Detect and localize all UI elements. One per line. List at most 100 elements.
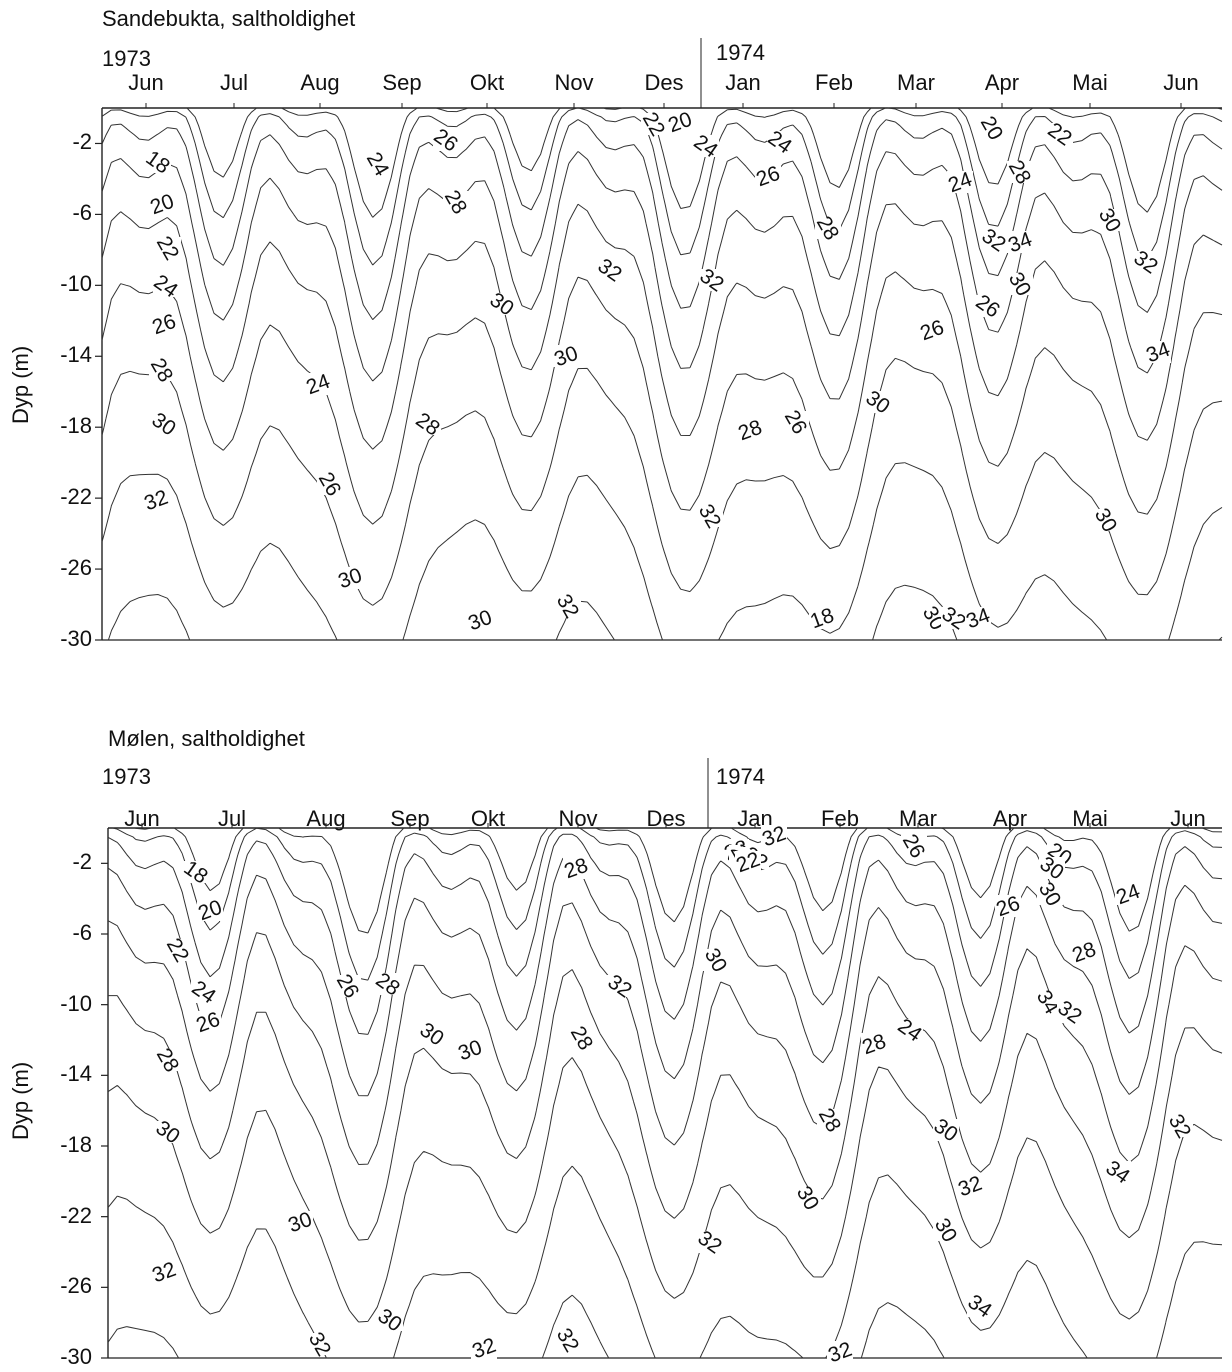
molen-chart: Mølen, saltholdighet 1973 1974 Dyp (m) J… — [0, 718, 1232, 1372]
contour-line-20 — [101, 107, 1223, 266]
contour-label-background — [151, 313, 177, 335]
contour-label-background — [197, 899, 223, 921]
y-tick-label: -18 — [60, 1132, 92, 1157]
contour-label-background — [183, 861, 209, 883]
contour-label-background — [191, 981, 217, 1003]
contour-label-background — [901, 835, 927, 857]
contour-line-30 — [101, 357, 1223, 606]
contour-label-background — [337, 567, 363, 589]
contour-label-background — [165, 939, 191, 961]
month-tick-label: Mar — [897, 70, 935, 95]
month-tick-label: Okt — [469, 70, 505, 95]
y-tick-label: -10 — [60, 990, 92, 1016]
contour-label-background — [317, 473, 343, 495]
sandebukta-chart: Sandebukta, saltholdighet 1973 1974 Dyp … — [0, 0, 1232, 660]
contour-label-background — [335, 975, 361, 997]
contour-label-background — [783, 411, 809, 433]
contour-label-background — [377, 1309, 403, 1331]
contour-line-28 — [108, 969, 1223, 1241]
contour-label-background — [667, 111, 693, 133]
month-tick-label: Jun — [128, 70, 164, 95]
contour-label-background — [151, 413, 177, 435]
contour-label-background — [1093, 509, 1119, 531]
contour-line-32 — [107, 1165, 1223, 1359]
contour-line-32 — [101, 462, 1223, 641]
contour-label-background — [151, 1261, 177, 1283]
contour-label-background — [1007, 231, 1033, 253]
contour-label-background — [755, 165, 781, 187]
contour-label-background — [809, 607, 835, 629]
contour-label-background — [1133, 251, 1159, 273]
contour-label-background — [957, 1175, 983, 1197]
y-tick-label: -2 — [72, 129, 92, 155]
contour-label-background — [569, 1027, 595, 1049]
contour-label-background — [861, 1033, 887, 1055]
contour-label-background — [795, 1187, 821, 1209]
contour-label-background — [443, 191, 469, 213]
contour-label-background — [1097, 209, 1123, 231]
y-tick-label: -26 — [60, 555, 92, 581]
contour-label-background — [457, 1039, 483, 1061]
contour-label-background — [307, 1333, 333, 1355]
contour-label-background — [1039, 857, 1065, 879]
month-tick-label: Apr — [984, 70, 1020, 95]
contour-label-background — [1145, 341, 1171, 363]
contour-label-background — [597, 259, 623, 281]
contour-label-background — [607, 975, 633, 997]
contour-label-background — [865, 391, 891, 413]
contour-label-background — [815, 217, 841, 239]
contour-label-background — [817, 1109, 843, 1131]
contour-label-background — [195, 1011, 221, 1033]
contour-label-background — [155, 1049, 181, 1071]
contour-line-34 — [107, 1294, 945, 1359]
contour-label-background — [921, 607, 947, 629]
y-tick-label: -14 — [60, 1061, 92, 1087]
contour-label-background — [1007, 273, 1033, 295]
contour-label-background — [471, 1337, 497, 1359]
contour-label-background — [155, 237, 181, 259]
contour-label-background — [553, 345, 579, 367]
chart-title: Mølen, saltholdighet — [108, 726, 305, 751]
month-tick-label: Jun — [1163, 70, 1199, 95]
y-tick-label: -6 — [72, 920, 92, 945]
contour-label-background — [761, 825, 787, 847]
contour-label-background — [641, 113, 667, 135]
contour-label-background — [155, 1121, 181, 1143]
month-tick-label: Mai — [1072, 70, 1108, 95]
contour-label-background — [965, 607, 991, 629]
month-tick-label: Jul — [219, 70, 249, 95]
contour-label-background — [489, 293, 515, 315]
contour-label-background — [143, 489, 169, 511]
contour-line-26 — [107, 902, 1223, 1165]
y-tick-label: -26 — [60, 1273, 92, 1299]
contour-label-background — [1167, 1115, 1193, 1137]
y-tick-label: -18 — [60, 413, 92, 439]
contour-label-background — [1035, 991, 1061, 1013]
month-tick-label: Sep — [382, 70, 422, 95]
contour-label-background — [1007, 161, 1033, 183]
contour-label-background — [1115, 883, 1141, 905]
y-tick-label: -22 — [60, 484, 92, 510]
y-tick-label: -10 — [60, 271, 92, 297]
contour-label-background — [1071, 941, 1097, 963]
contour-line-24 — [107, 857, 1223, 1097]
y-tick-label: -30 — [60, 1344, 92, 1369]
contour-label-background — [287, 1211, 313, 1233]
contour-label-background — [305, 373, 331, 395]
contour-label-background — [941, 607, 967, 629]
contour-line-28 — [101, 271, 1223, 525]
contour-label-background — [975, 295, 1001, 317]
contour-label-background — [419, 1023, 445, 1045]
contour-label-background — [735, 851, 761, 873]
contour-label-background — [933, 1219, 959, 1241]
contour-label-background — [563, 857, 589, 879]
contour-label-background — [697, 1231, 723, 1253]
contour-label-background — [1057, 1001, 1083, 1023]
contour-label-background — [981, 229, 1007, 251]
contour-label-background — [149, 193, 175, 215]
contour-line-24 — [101, 151, 1223, 382]
y-tick-label: -30 — [60, 626, 92, 651]
year-label-1974: 1974 — [716, 40, 765, 65]
